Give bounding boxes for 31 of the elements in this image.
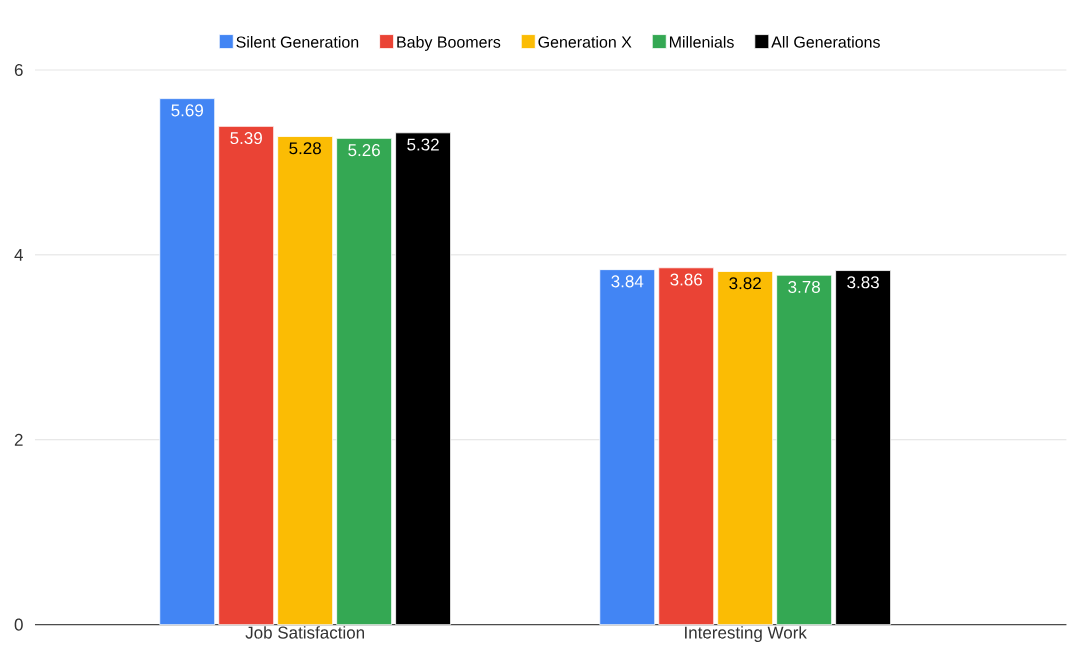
- data-label: 3.83: [847, 276, 879, 289]
- bar: [395, 132, 451, 626]
- x-tick-label: Job Satisfaction: [245, 626, 364, 639]
- bar: [599, 269, 656, 626]
- y-tick-label: 4: [14, 249, 23, 261]
- legend-label: Baby Boomers: [397, 36, 501, 52]
- y-tick-label: 2: [14, 433, 23, 446]
- data-label: 5.32: [407, 138, 439, 151]
- legend-label: Silent Generation: [236, 36, 359, 48]
- bar: [658, 267, 715, 626]
- data-label: 5.28: [289, 142, 321, 155]
- data-label: 5.39: [230, 132, 262, 145]
- bar: [159, 98, 216, 626]
- y-tick-label: 0: [14, 618, 23, 631]
- x-tick-label: Interesting Work: [685, 626, 807, 643]
- bar: [218, 126, 275, 626]
- data-label: 5.26: [348, 144, 380, 157]
- data-label: 3.84: [611, 275, 644, 288]
- data-label: 3.82: [729, 277, 761, 290]
- legend-label: Millenials: [669, 36, 734, 48]
- data-label: 3.86: [670, 273, 702, 286]
- bar: [717, 271, 774, 626]
- data-label: 5.69: [171, 104, 203, 117]
- bar: [835, 270, 891, 626]
- bar: [277, 136, 334, 626]
- legend-label: Generation X: [538, 36, 632, 48]
- bar: [336, 138, 393, 626]
- bar: [776, 274, 833, 626]
- data-label: 3.78: [788, 281, 820, 294]
- legend-label: All Generations: [771, 36, 880, 48]
- y-tick-label: 6: [14, 64, 23, 77]
